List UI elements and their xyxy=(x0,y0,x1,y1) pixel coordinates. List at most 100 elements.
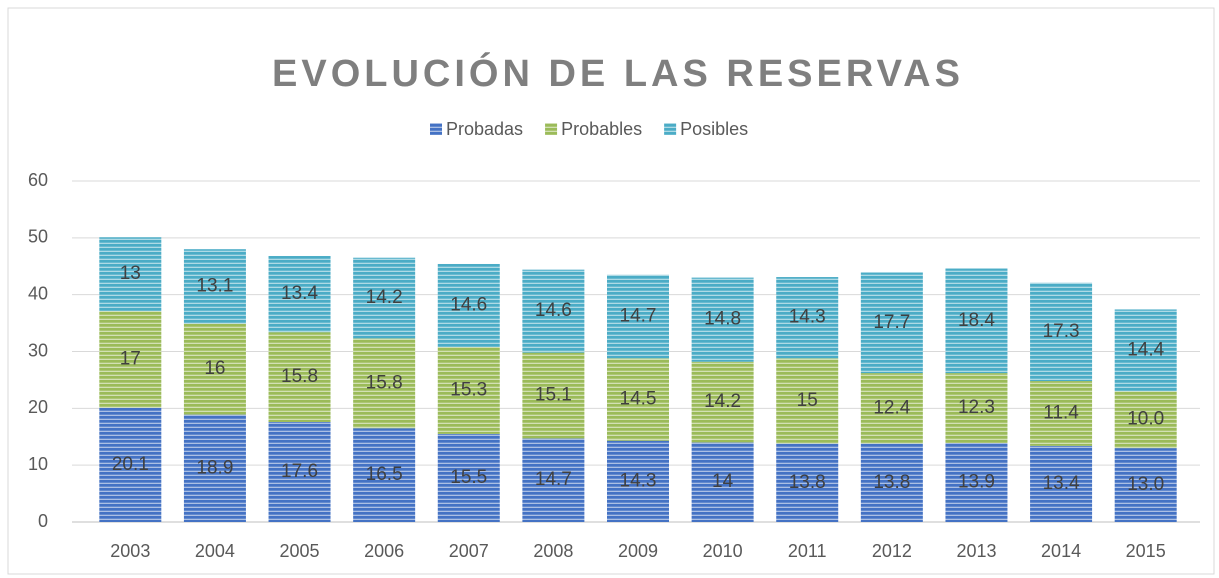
bar-segment xyxy=(1114,391,1177,449)
legend-label: Probadas xyxy=(446,119,523,139)
bar-segment xyxy=(437,263,500,347)
bar-segment xyxy=(691,442,754,522)
bar-segment xyxy=(99,311,162,408)
bar-segment xyxy=(945,443,1008,522)
bar-segment xyxy=(860,373,923,444)
bar-segment xyxy=(268,421,331,522)
data-label: 13.8 xyxy=(873,472,910,493)
x-tick-label: 2006 xyxy=(364,541,404,561)
data-label: 13 xyxy=(120,263,141,284)
data-label: 17.3 xyxy=(1043,321,1080,342)
bar-segment xyxy=(1030,445,1093,522)
data-label: 13.0 xyxy=(1127,474,1164,495)
data-label: 14.6 xyxy=(535,300,572,321)
bar-segment xyxy=(268,256,331,333)
y-tick-label: 0 xyxy=(38,511,48,531)
bar-segment xyxy=(776,443,839,522)
bar-segment xyxy=(691,361,754,443)
data-label: 13.9 xyxy=(958,472,995,493)
x-tick-label: 2010 xyxy=(703,541,743,561)
legend-swatch xyxy=(664,123,677,135)
y-tick-label: 20 xyxy=(28,397,48,417)
data-label: 14.8 xyxy=(704,309,741,330)
bar-segment xyxy=(522,438,585,522)
data-label: 13.4 xyxy=(1043,473,1080,494)
data-label: 16.5 xyxy=(366,464,403,485)
bar-segment xyxy=(268,332,331,422)
data-label: 15.8 xyxy=(281,366,318,387)
data-label: 14.4 xyxy=(1127,339,1164,360)
data-label: 15.5 xyxy=(450,467,487,488)
data-label: 14.5 xyxy=(620,389,657,410)
x-tick-label: 2014 xyxy=(1041,541,1081,561)
data-label: 14.2 xyxy=(704,391,741,412)
data-label: 14.2 xyxy=(366,287,403,308)
bar-segment xyxy=(945,268,1008,374)
data-label: 12.4 xyxy=(873,397,910,418)
bar-segment xyxy=(607,440,669,522)
bar-segment xyxy=(522,269,585,353)
chart-title: EVOLUCIÓN DE LAS RESERVAS xyxy=(272,51,964,95)
data-label: 18.9 xyxy=(196,457,233,478)
bar-segment xyxy=(1114,309,1177,392)
data-label: 15.8 xyxy=(366,372,403,393)
x-tick-label: 2005 xyxy=(280,541,320,561)
data-label: 14.7 xyxy=(535,469,572,490)
bar-segment xyxy=(1114,448,1177,522)
x-tick-label: 2012 xyxy=(872,541,912,561)
bar-segment xyxy=(691,277,754,362)
legend-swatch xyxy=(430,123,442,135)
legend-item: Probadas xyxy=(430,119,523,139)
x-tick-label: 2007 xyxy=(449,541,489,561)
data-label: 14 xyxy=(712,471,734,492)
data-label: 10.0 xyxy=(1127,409,1164,430)
bar-segment xyxy=(860,272,923,374)
data-label: 20.1 xyxy=(112,454,149,475)
legend-item: Probables xyxy=(545,119,642,139)
bar-segment xyxy=(945,373,1008,444)
bar-segment xyxy=(99,237,162,312)
data-label: 14.6 xyxy=(450,294,487,315)
bar-segment xyxy=(1030,282,1093,382)
data-label: 12.3 xyxy=(958,397,995,418)
bar-segment xyxy=(437,346,500,434)
data-label: 17.6 xyxy=(281,461,318,482)
data-label: 17 xyxy=(120,348,141,369)
bar-segment xyxy=(860,443,923,522)
bar-segment xyxy=(437,433,500,522)
legend-item: Posibles xyxy=(664,119,748,139)
data-label: 15 xyxy=(797,390,818,411)
y-tick-label: 50 xyxy=(28,227,48,247)
data-label: 14.3 xyxy=(789,307,826,328)
y-tick-label: 40 xyxy=(28,283,48,303)
data-label: 13.4 xyxy=(281,283,318,304)
x-tick-label: 2013 xyxy=(956,541,996,561)
legend-label: Probables xyxy=(561,119,642,139)
bar-segment xyxy=(99,407,162,522)
legend-swatch xyxy=(545,123,558,135)
bar-segment xyxy=(607,358,669,441)
legend-label: Posibles xyxy=(680,119,748,139)
data-label: 13.8 xyxy=(789,472,826,493)
data-label: 11.4 xyxy=(1043,402,1079,423)
bar-segment xyxy=(183,323,246,415)
x-tick-label: 2008 xyxy=(533,541,573,561)
x-tick-label: 2011 xyxy=(788,541,827,561)
bar-segment xyxy=(183,249,246,324)
bar-segment xyxy=(353,338,416,429)
data-label: 15.3 xyxy=(450,379,487,400)
bar-segment xyxy=(1030,381,1093,446)
x-tick-label: 2004 xyxy=(195,541,235,561)
bar-segment xyxy=(353,428,416,522)
y-tick-label: 10 xyxy=(28,454,48,474)
y-tick-label: 60 xyxy=(28,170,48,190)
x-tick-label: 2003 xyxy=(110,541,150,561)
data-label: 14.7 xyxy=(620,306,657,327)
x-tick-label: 2009 xyxy=(618,541,658,561)
bar-segment xyxy=(353,257,416,339)
bar-segment xyxy=(183,414,246,522)
data-label: 15.1 xyxy=(535,385,572,406)
x-tick-label: 2015 xyxy=(1126,541,1166,561)
data-label: 18.4 xyxy=(958,310,995,331)
